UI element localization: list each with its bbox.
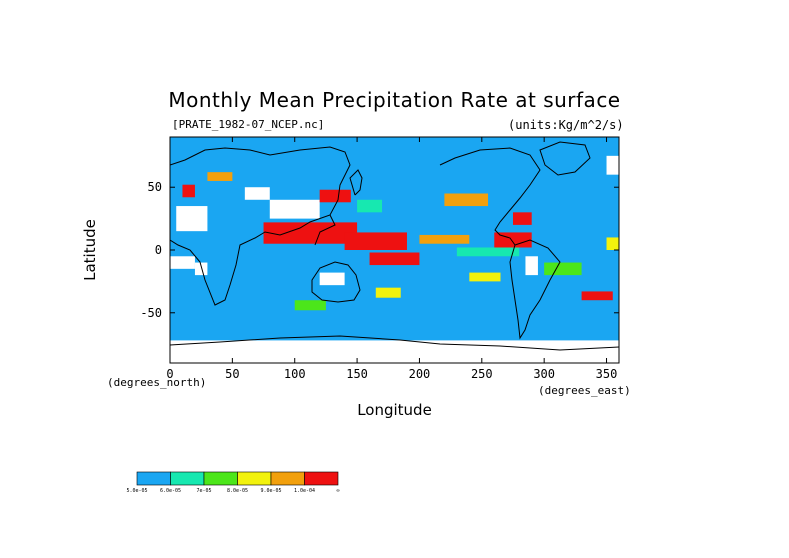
colorbar: 5.0e-05 6.0e-05 7e-05 8.0e-05 9.0e-05 1.0e-04… [126,471,340,494]
no-data-region-7 [606,155,619,175]
colorbar-swatch [304,471,339,486]
precipitation-regions [170,155,619,363]
y-tick-label: 50 [148,180,162,194]
colorbar-label: 1.0e-04 [294,488,315,494]
colorbar-label: 5.0e-05 [126,488,147,494]
colorbar-label: 7e-05 [196,488,211,494]
x-tick-label: 100 [284,367,306,381]
units-label: (units:Kg/m^2/s) [508,118,624,132]
no-data-region-6 [525,256,538,276]
no-data-region-0 [176,206,208,232]
no-data-region-8 [170,340,619,363]
y-tick-label: 0 [155,243,162,257]
x-tick-label: 200 [409,367,431,381]
x-tick-label: 50 [225,367,239,381]
precip-region-12 [606,237,619,250]
colorbar-label: ∞ [336,488,339,494]
colorbar-label: 8.0e-05 [227,488,248,494]
x-tick-label: 300 [533,367,555,381]
no-data-region-5 [319,272,345,286]
precip-region-11 [469,272,501,282]
colorbar-swatch [203,471,238,486]
y-ticks: 50 0 -50 [140,180,619,320]
colorbar-label: 9.0e-05 [260,488,281,494]
x-axis-label: Longitude [357,401,432,419]
coastline-africa-europe [170,146,351,306]
precip-region-17 [357,199,383,213]
coastlines [170,141,619,351]
precip-region-4 [512,212,532,225]
no-data-region-4 [194,262,208,276]
precip-region-16 [456,247,520,257]
colorbar-swatch [270,471,305,486]
precip-region-9 [444,193,489,207]
y-tick-label: -50 [140,306,162,320]
chart-title: Monthly Mean Precipitation Rate at surfa… [168,88,621,112]
coastline-asia-east [314,169,363,246]
precip-region-8 [419,234,470,244]
no-data-region-3 [170,256,195,269]
coastline-greenland [539,141,591,176]
precip-region-15 [294,300,326,311]
precip-region-2 [369,252,420,266]
colorbar-swatch [170,471,205,486]
precip-region-1 [344,232,407,250]
precip-region-5 [319,189,351,203]
colorbar-label: 6.0e-05 [160,488,181,494]
x-ticks: 0 50 100 150 200 250 300 350 [166,137,617,381]
precip-region-0 [263,222,358,244]
precip-region-6 [182,184,195,198]
coastline-australia [311,261,361,303]
colorbar-swatch [237,471,272,486]
no-data-region-1 [244,187,270,200]
precip-region-7 [581,291,613,301]
coastline-antarctica [170,335,619,351]
x-tick-label: 150 [346,367,368,381]
colorbar-swatch [136,471,171,486]
coastline-south-america [509,239,561,340]
x-tick-label: 350 [596,367,618,381]
file-label: [PRATE_1982-07_NCEP.nc] [172,118,325,131]
no-data-region-2 [269,199,320,219]
precip-region-13 [375,287,401,298]
precip-region-14 [544,262,582,276]
x-tick-label: 0 [166,367,173,381]
y-units-label: (degrees_north) [107,376,207,389]
coastline-north-america [439,147,541,246]
precip-region-10 [207,172,233,181]
x-units-label: (degrees_east) [538,384,631,397]
x-tick-label: 250 [471,367,493,381]
